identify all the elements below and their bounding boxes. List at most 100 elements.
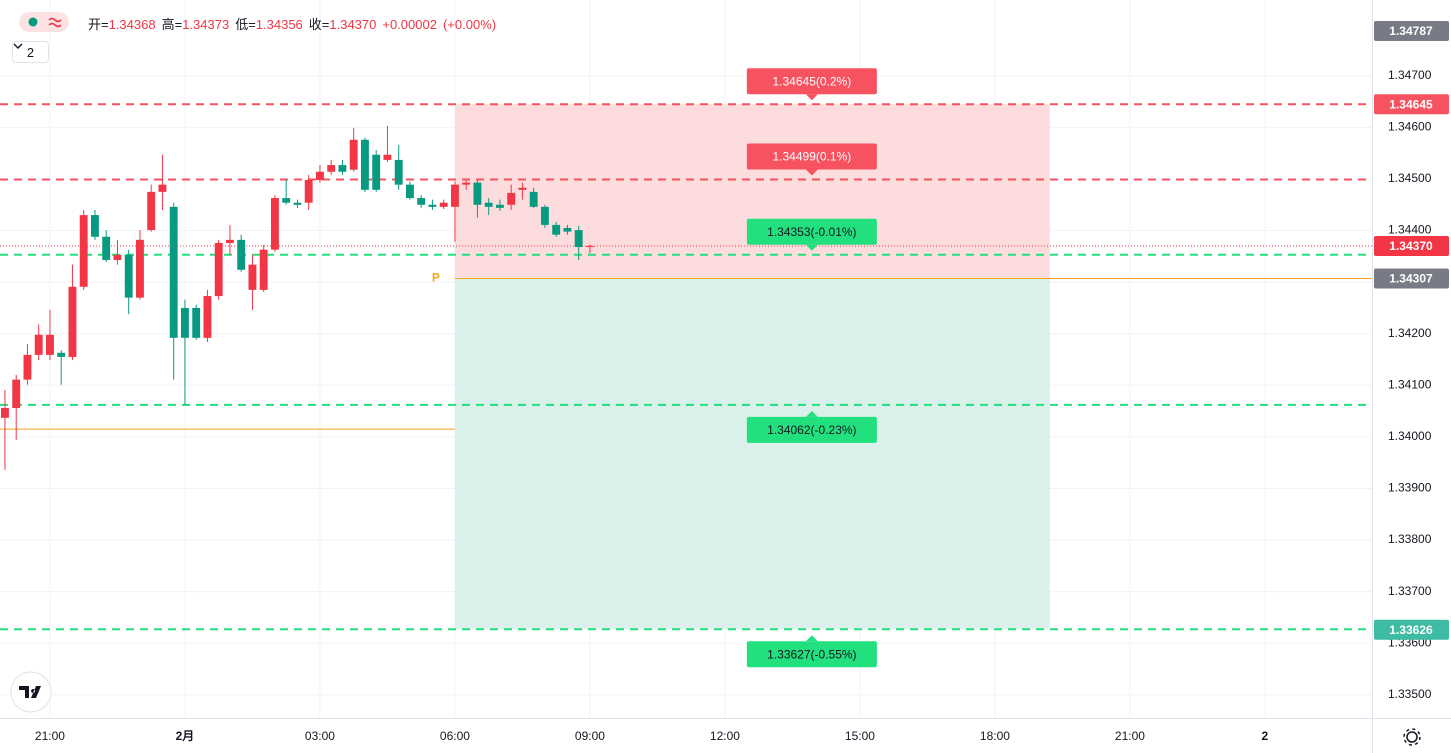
level-label-pointer [805,94,818,101]
candle-body [338,165,347,172]
candle-body [282,198,291,203]
level-label-box [746,416,877,443]
level-label-box [746,68,877,95]
candle-body [495,204,504,208]
y-tick-label: 1.33500 [1388,687,1432,701]
x-tick-label: 21:00 [35,729,65,743]
candle-body [46,334,54,355]
x-tick-label: 12:00 [710,729,740,743]
logo-circle [10,671,52,713]
candle-body [484,202,493,207]
ohlc-name: 开= [88,17,109,32]
ohlc-value: 1.34356 [255,17,303,32]
plot-area: P 1.34645(0.2%) 1.34499(0.1%) 1.34353(-0.01… [0,0,1372,718]
candle-body [102,236,111,260]
x-tick-label: 2月 [176,729,195,743]
x-tick-label: 15:00 [845,729,875,743]
candle-body [439,202,448,207]
candle-body [360,139,369,190]
candle-body [462,182,471,185]
level-label: 1.34645(0.2%) [772,74,851,88]
candle-body [248,264,257,290]
candle-body [79,215,88,287]
candle-body [136,239,144,298]
price-tag-label: 1.34370 [1389,239,1433,253]
candle-body [237,239,246,270]
candle-body [57,352,66,357]
chevron [13,43,23,49]
price-tag [1374,619,1449,640]
candle-body [147,191,156,231]
y-tick-label: 1.33800 [1388,532,1432,546]
y-tick-label: 1.34100 [1388,377,1432,391]
y-tick-label: 1.34500 [1388,171,1432,185]
y-tick-label: 1.33900 [1388,481,1432,495]
candle-body [450,184,459,207]
chevron-path [13,43,23,49]
x-tick-label: 06:00 [440,729,470,743]
price-tag-label: 1.33626 [1389,623,1433,637]
candle-body [540,206,549,225]
candle-body [507,192,516,205]
x-tick-label: 2 [1262,729,1269,743]
candle-body [293,202,302,205]
price-tag [1374,268,1449,289]
candle-body [394,159,403,185]
price-tag [1374,94,1449,115]
y-tick-label: 1.34700 [1388,68,1432,82]
price-tag-label: 1.34787 [1389,24,1433,38]
y-tick-label: 1.33700 [1388,584,1432,598]
candle-body [124,254,133,298]
candle-body [68,286,77,357]
candle-body [23,354,32,380]
status-icons [28,17,62,28]
y-tick-label: 1.34200 [1388,326,1432,340]
ohlc-value: 1.34368 [108,17,156,32]
candle-body [203,296,212,338]
level-label-pointer [805,635,818,642]
level-label-box [746,143,877,170]
x-tick-label: 18:00 [980,729,1010,743]
tv-logo[interactable] [10,671,52,713]
candle-body [259,249,268,290]
candle-body [349,139,358,170]
candle-body [271,198,279,250]
y-tick-label: 1.34000 [1388,429,1432,443]
level-label-box [746,218,877,245]
status-dot [28,17,38,27]
candle-body [169,206,178,338]
ohlc-name: 收= [308,17,330,32]
candle-body [214,242,223,297]
price-tag-label: 1.34307 [1389,272,1433,286]
level-label-pointer [805,410,818,417]
ohlc-value: 1.34373 [182,17,230,32]
y-tick-label: 1.34600 [1388,120,1432,134]
lower-zone [454,278,1050,630]
level-label-box [746,641,877,668]
candle-body [316,171,324,181]
price-tag [1374,20,1449,41]
candle-body [327,165,336,172]
change-percent: (+0.00%) [442,17,497,32]
x-tick-label: 03:00 [305,729,335,743]
candle-body [405,184,414,199]
level-label: 1.34353(-0.01%) [767,225,856,239]
candle-body [585,246,594,248]
indicator-dropdown[interactable]: 2 [12,41,49,63]
candle-body [12,379,21,409]
y-tick-label: 1.34400 [1388,223,1432,237]
ohlc-value: 1.34370 [329,17,377,32]
symbol-status[interactable] [19,12,69,32]
x-tick-label: 21:00 [1115,729,1145,743]
ohlc-name: 高= [161,17,183,32]
level-label-pointer [805,244,818,251]
candle-body [113,254,122,260]
candle-body [158,184,167,192]
ohlc-header: 开=1.34368 高=1.34373 低=1.34356 收=1.34370 +0.0… [88,14,496,33]
settings-button[interactable] [1403,728,1421,746]
level-label: 1.34062(-0.23%) [767,423,856,437]
candle-body [417,198,426,205]
candle-body [529,191,538,207]
